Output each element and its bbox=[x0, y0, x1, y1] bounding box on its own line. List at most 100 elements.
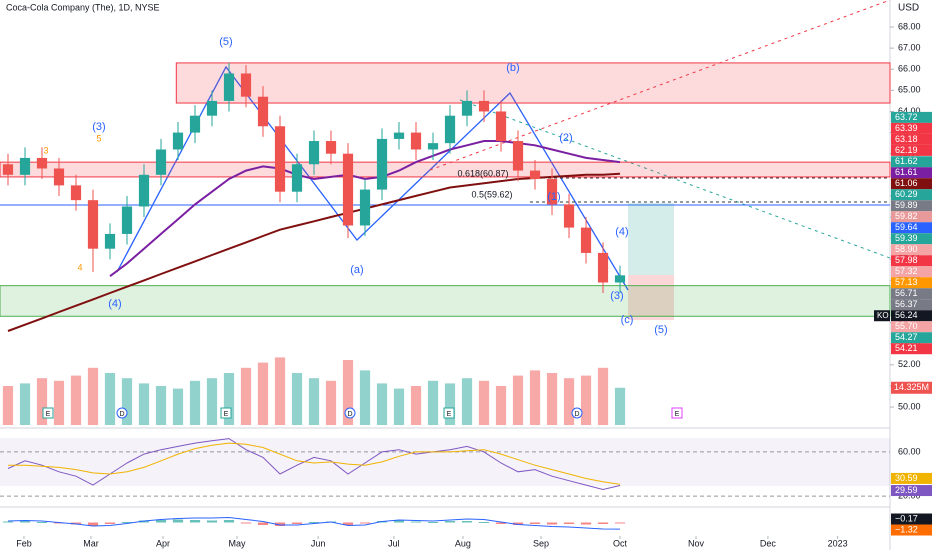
volume-bar bbox=[308, 378, 320, 425]
candle-body bbox=[240, 73, 252, 97]
price-tag-label: 57.98 bbox=[895, 255, 918, 265]
candle-body bbox=[597, 252, 609, 283]
candle-body bbox=[104, 233, 116, 249]
volume-bar bbox=[461, 378, 473, 425]
price-tag-label: 63.18 bbox=[895, 134, 918, 144]
x-tick-label: 2023 bbox=[828, 538, 848, 548]
price-tag bbox=[891, 255, 932, 267]
macd-bar bbox=[274, 522, 286, 526]
price-tag-label: 61.61 bbox=[895, 167, 918, 177]
volume-bar bbox=[104, 373, 116, 425]
macd-bar bbox=[393, 520, 405, 523]
symbol-tag bbox=[874, 310, 890, 322]
price-tag bbox=[891, 178, 932, 190]
candle-body bbox=[563, 204, 575, 228]
macd-line bbox=[7, 516, 621, 530]
volume-bar bbox=[512, 375, 524, 425]
moving-average bbox=[109, 140, 621, 278]
macd-bar bbox=[410, 521, 422, 523]
macd-tag-label: −0.17 bbox=[895, 513, 918, 523]
candle-body bbox=[427, 143, 439, 150]
price-tag bbox=[891, 288, 932, 300]
macd-bar bbox=[342, 522, 354, 525]
price-tag-label: 54.21 bbox=[895, 343, 918, 353]
x-tick-label: Sep bbox=[533, 538, 549, 548]
wave-line bbox=[116, 65, 629, 291]
y-tick-label: 64.00 bbox=[898, 106, 921, 116]
volume-bar bbox=[189, 380, 201, 425]
annotation: 3 bbox=[43, 145, 48, 155]
x-tick-label: Dec bbox=[760, 538, 777, 548]
price-tag bbox=[891, 299, 932, 311]
volume-bar bbox=[257, 362, 269, 425]
candle-body bbox=[172, 132, 184, 150]
annotation: 4 bbox=[77, 262, 82, 272]
candle-body bbox=[2, 164, 14, 175]
event-icon bbox=[571, 407, 583, 419]
candle-body bbox=[70, 185, 82, 201]
macd-bar bbox=[172, 519, 184, 523]
macd-bar bbox=[206, 520, 218, 523]
price-tag-label: 61.62 bbox=[895, 156, 918, 166]
price-tag bbox=[891, 133, 932, 145]
zone bbox=[175, 62, 891, 104]
volume-bar bbox=[478, 380, 490, 425]
annotation: (c) bbox=[621, 314, 634, 326]
volume-bar bbox=[206, 378, 218, 425]
rsi-band bbox=[0, 438, 890, 486]
macd-bar bbox=[2, 521, 14, 523]
price-tag-label: 56.37 bbox=[895, 299, 918, 309]
macd-tag bbox=[891, 524, 932, 536]
volume-bar bbox=[529, 370, 541, 425]
chart-title: Coca-Cola Company (The), 1D, NYSE bbox=[6, 2, 160, 12]
y-tick-label: 65.00 bbox=[898, 85, 921, 95]
trend-line bbox=[429, 0, 891, 171]
volume-tag-bg bbox=[891, 381, 932, 394]
y-tick-label: 67.00 bbox=[898, 43, 921, 53]
volume-bar bbox=[597, 367, 609, 425]
volume-bar bbox=[36, 378, 48, 425]
rsi-tag-label: 29.59 bbox=[895, 485, 918, 495]
price-tag bbox=[891, 167, 932, 179]
macd-bar bbox=[444, 521, 456, 523]
x-tick-label: Apr bbox=[156, 538, 170, 548]
price-tag-label: 59.89 bbox=[895, 200, 918, 210]
rsi-line bbox=[8, 442, 621, 485]
candle-body bbox=[19, 157, 31, 175]
price-tag-label: 59.64 bbox=[895, 222, 918, 232]
candle-body bbox=[291, 164, 303, 192]
annotation: 5 bbox=[96, 133, 101, 143]
price-tag-label: 62.19 bbox=[895, 145, 918, 155]
volume-bar bbox=[223, 373, 235, 425]
event-icon bbox=[220, 407, 232, 419]
macd-bar bbox=[359, 522, 371, 524]
candle-body bbox=[342, 153, 354, 226]
candle-body bbox=[121, 206, 133, 234]
event-icon bbox=[344, 407, 356, 419]
candle-body bbox=[410, 132, 422, 150]
x-tick-label: Jul bbox=[388, 538, 400, 548]
price-tag-label: 59.82 bbox=[895, 211, 918, 221]
x-tick-label: Feb bbox=[16, 538, 32, 548]
candle-body bbox=[529, 170, 541, 180]
y-tick-label: 66.00 bbox=[898, 64, 921, 74]
volume-bar bbox=[121, 378, 133, 425]
price-tag bbox=[891, 310, 932, 322]
annotation: (2) bbox=[559, 132, 572, 144]
annotation: 0.618(60.87) bbox=[457, 168, 508, 178]
volume-bar bbox=[444, 383, 456, 425]
price-tag-label: 63.39 bbox=[895, 123, 918, 133]
volume-bar bbox=[325, 380, 337, 425]
volume-bar bbox=[410, 386, 422, 425]
rsi-tag bbox=[891, 472, 932, 484]
candle-body bbox=[376, 138, 388, 190]
price-tag-label: 63.72 bbox=[895, 112, 918, 122]
volume-bar bbox=[155, 386, 167, 425]
macd-bar bbox=[478, 522, 490, 523]
event-label: E bbox=[46, 411, 51, 418]
volume-bar bbox=[580, 375, 592, 425]
price-tag-label: 57.32 bbox=[895, 266, 918, 276]
event-label: D bbox=[347, 411, 352, 418]
position-box bbox=[628, 203, 674, 275]
